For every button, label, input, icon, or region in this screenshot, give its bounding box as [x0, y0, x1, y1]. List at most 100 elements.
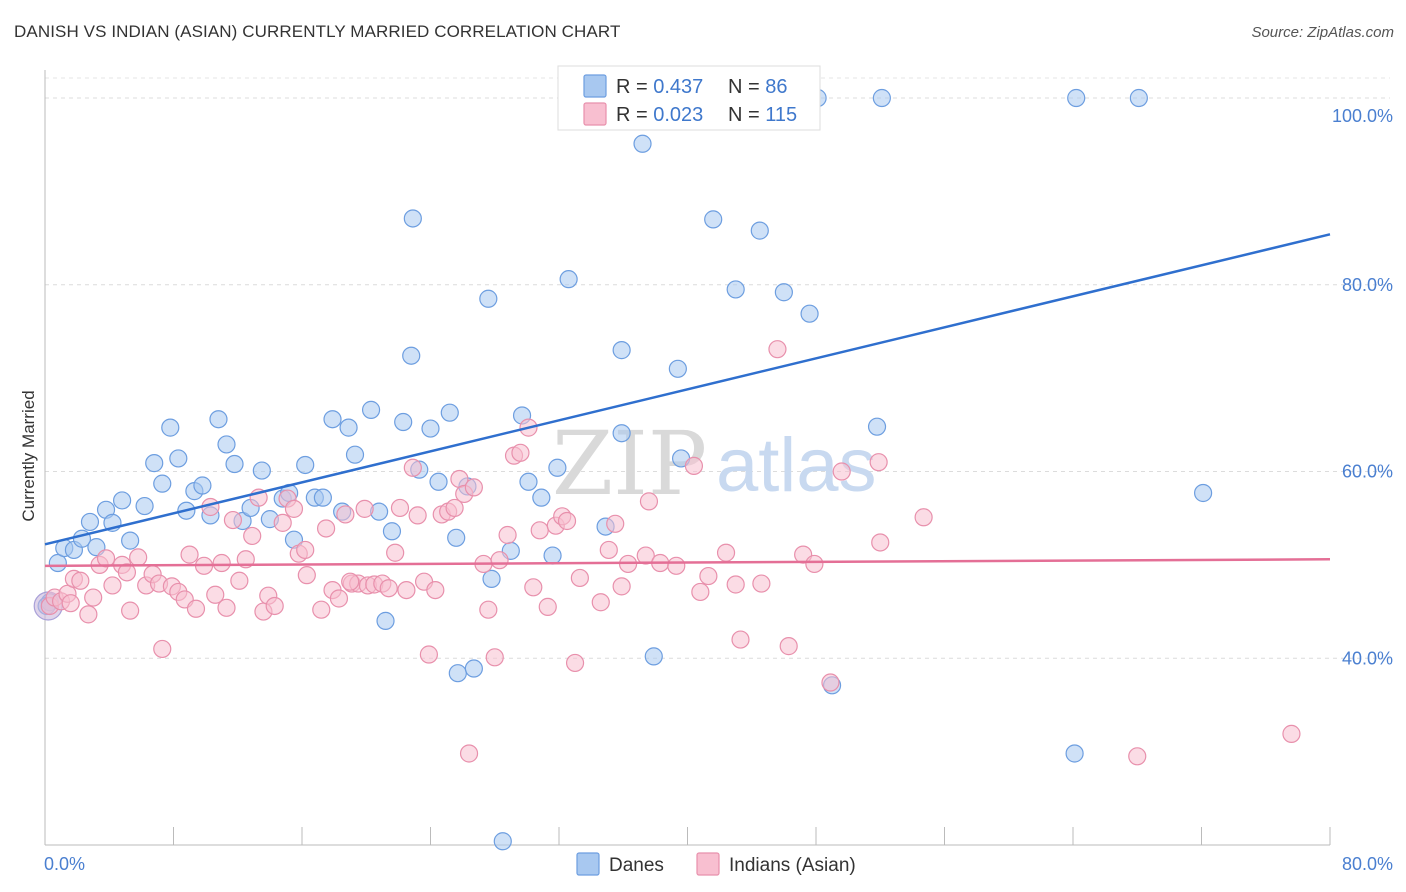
- data-point: [493, 832, 512, 851]
- data-point: [316, 519, 336, 538]
- data-point: [612, 424, 631, 443]
- data-point: [716, 543, 736, 562]
- data-point: [386, 543, 405, 562]
- data-point: [341, 572, 360, 591]
- data-point: [397, 580, 416, 600]
- y-tick-labels: 40.0% 60.0% 80.0% 100.0%: [1332, 106, 1393, 668]
- data-point: [731, 630, 750, 649]
- data-point: [612, 577, 631, 596]
- data-point: [394, 412, 413, 432]
- legend-r-value: 0.023: [653, 104, 703, 126]
- data-point: [312, 600, 331, 619]
- legend-r-label: R =: [616, 76, 653, 98]
- legend-r-value: 0.437: [653, 76, 703, 98]
- data-point: [419, 645, 438, 664]
- trend-line-danes: [44, 233, 1331, 546]
- data-point: [691, 582, 710, 602]
- data-point: [1194, 483, 1213, 503]
- data-point: [479, 600, 498, 619]
- legend-bottom-swatch-indians: [696, 852, 720, 876]
- data-point: [543, 546, 562, 565]
- data-point: [667, 556, 686, 575]
- legend-bottom: Danes Indians (Asian): [576, 852, 856, 876]
- y-tick-label: 40.0%: [1342, 648, 1393, 668]
- data-point: [464, 478, 483, 497]
- data-point: [644, 647, 663, 666]
- legend-n-value: 115: [765, 104, 797, 126]
- watermark: ZIP atlas: [552, 412, 877, 515]
- data-point: [479, 289, 498, 308]
- data-point: [832, 462, 851, 481]
- data-point: [768, 340, 787, 359]
- data-point: [273, 513, 292, 532]
- data-point: [284, 499, 304, 518]
- data-point: [186, 599, 206, 618]
- data-point: [606, 514, 625, 533]
- legend-row-danes: R = 0.437: [616, 76, 703, 98]
- data-point: [612, 341, 631, 360]
- data-point: [538, 597, 557, 616]
- data-point: [145, 454, 164, 473]
- data-point: [800, 304, 819, 323]
- y-axis-label: Currently Married: [19, 390, 38, 521]
- data-point: [1065, 744, 1084, 763]
- data-point: [511, 443, 530, 462]
- legend-row-indians: R = 0.023: [616, 104, 703, 126]
- x-tick-labels: 0.0% 80.0%: [44, 854, 1393, 874]
- data-point: [217, 435, 236, 454]
- data-point: [339, 418, 358, 437]
- data-point: [193, 476, 212, 495]
- data-point: [559, 270, 578, 289]
- data-point: [336, 505, 355, 524]
- data-point: [599, 540, 618, 560]
- data-point: [361, 400, 381, 419]
- data-point: [726, 575, 745, 594]
- data-point: [252, 461, 271, 480]
- data-point: [223, 510, 243, 530]
- data-point: [557, 511, 577, 531]
- data-point: [329, 589, 349, 608]
- data-point: [376, 611, 395, 631]
- data-point: [869, 453, 888, 472]
- legend-n-indians: N = 115: [728, 104, 797, 126]
- data-point: [636, 546, 655, 565]
- data-point: [112, 491, 132, 510]
- data-point: [633, 134, 652, 153]
- data-point: [153, 639, 172, 659]
- legend-n-danes: N = 86: [728, 76, 788, 98]
- legend-bottom-indians: Indians (Asian): [729, 855, 856, 876]
- data-point: [135, 496, 154, 516]
- data-point: [639, 492, 659, 511]
- data-point: [379, 579, 398, 598]
- data-point: [464, 659, 483, 678]
- page-title: DANISH VS INDIAN (ASIAN) CURRENTLY MARRI…: [14, 22, 621, 41]
- data-point: [121, 601, 140, 620]
- data-point: [390, 498, 410, 518]
- data-point: [117, 563, 137, 582]
- data-point: [485, 648, 504, 667]
- legend-r-label: R =: [616, 104, 653, 126]
- data-point: [209, 410, 228, 429]
- legend-swatch-danes: [583, 74, 607, 98]
- data-point: [180, 545, 199, 564]
- data-point: [445, 498, 464, 518]
- data-point: [482, 569, 501, 588]
- data-point: [161, 418, 180, 437]
- data-point: [805, 554, 824, 574]
- data-point: [408, 506, 427, 525]
- legend-swatch-indians: [583, 102, 607, 126]
- data-point: [169, 449, 188, 468]
- data-point: [71, 571, 90, 590]
- data-point: [79, 605, 98, 624]
- data-point: [914, 508, 933, 527]
- data-point: [84, 588, 103, 607]
- data-point: [871, 533, 890, 552]
- data-point: [403, 458, 422, 477]
- data-point: [532, 488, 551, 507]
- grid-lines: [45, 77, 1390, 659]
- data-point: [726, 280, 745, 299]
- data-point: [821, 673, 840, 692]
- data-point: [206, 585, 225, 604]
- data-point: [699, 566, 718, 586]
